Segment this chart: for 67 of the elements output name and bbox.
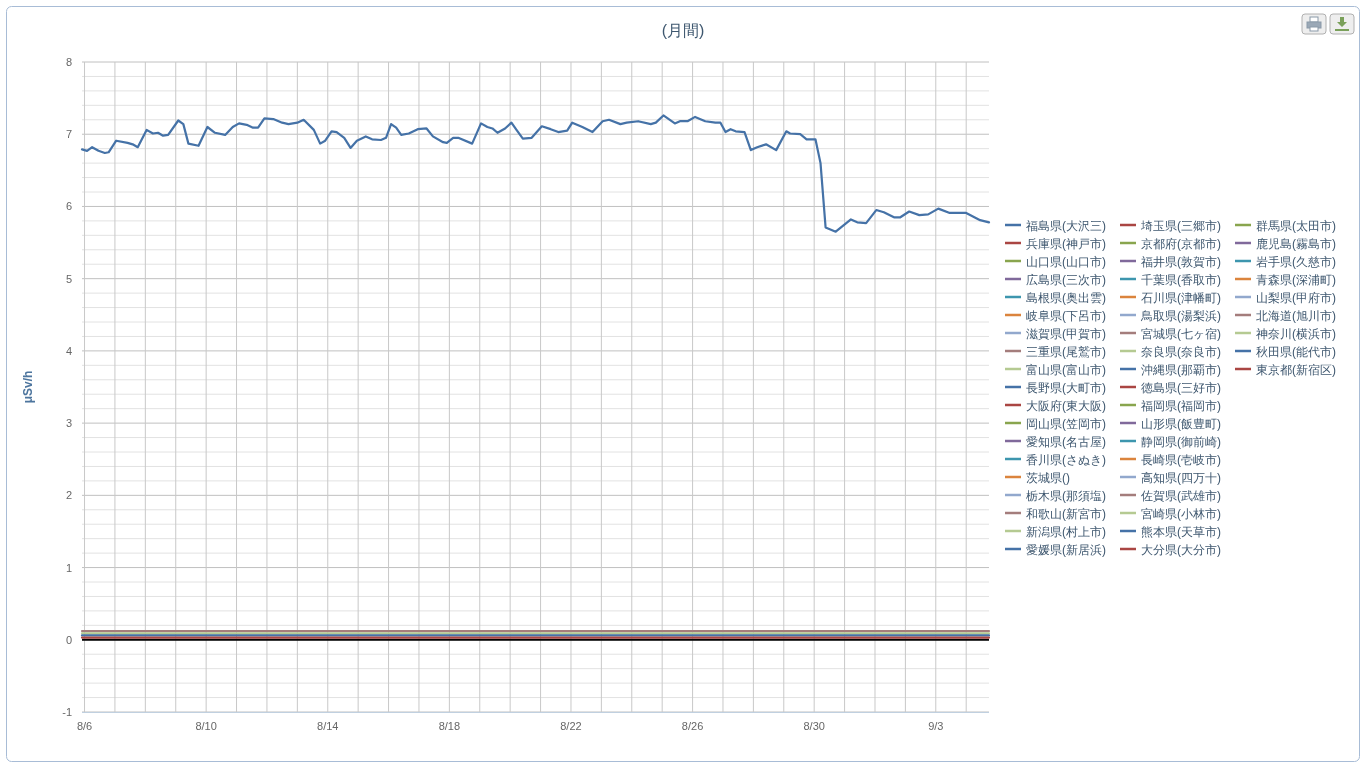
y-tick-label: 0	[65, 633, 72, 646]
x-tick-label: 8/18	[438, 720, 461, 732]
y-tick-label: 5	[65, 272, 72, 285]
legend-label: 徳島県(三好市)	[1141, 380, 1221, 395]
legend-label: 福島県(大沢三)	[1026, 218, 1106, 233]
legend-label: 岐阜県(下呂市)	[1026, 308, 1106, 323]
legend-label: 埼玉県(三郷市)	[1140, 218, 1221, 233]
legend-label: 熊本県(天草市)	[1141, 524, 1221, 539]
legend-label: 東京都(新宿区)	[1256, 362, 1336, 377]
legend-label: 北海道(旭川市)	[1256, 308, 1336, 323]
legend-label: 山梨県(甲府市)	[1256, 290, 1336, 305]
legend-label: 長崎県(壱岐市)	[1141, 452, 1221, 467]
legend-label: 福井県(敦賀市)	[1141, 254, 1221, 269]
x-tick-label: 8/22	[560, 720, 582, 732]
legend-label: 三重県(尾鷲市)	[1026, 344, 1106, 359]
legend-label: 福岡県(福岡市)	[1141, 398, 1221, 413]
legend-label: 滋賀県(甲賀市)	[1026, 326, 1106, 341]
legend-label: 栃木県(那須塩)	[1026, 488, 1106, 503]
legend-label: 佐賀県(武雄市)	[1141, 488, 1221, 503]
legend-label: 山形県(飯豊町)	[1141, 416, 1221, 431]
legend-label: 鳥取県(湯梨浜)	[1140, 308, 1221, 323]
y-tick-label: 6	[65, 200, 72, 213]
x-tick-label: 8/10	[195, 720, 217, 732]
legend-label: 兵庫県(神戸市)	[1026, 236, 1106, 251]
x-tick-label: 8/26	[681, 720, 704, 732]
y-tick-label: -1	[62, 706, 72, 718]
legend-label: 島根県(奥出雲)	[1026, 290, 1106, 305]
y-tick-label: 7	[65, 128, 72, 141]
legend-label: 宮城県(七ヶ宿)	[1141, 326, 1221, 341]
legend-label: 愛知県(名古屋)	[1026, 434, 1106, 449]
y-tick-label: 8	[65, 56, 72, 68]
y-tick-label: 3	[65, 417, 72, 430]
legend-label: 山口県(山口市)	[1026, 254, 1106, 269]
legend-label: 岡山県(笠岡市)	[1026, 416, 1106, 431]
x-tick-label: 8/30	[803, 720, 825, 732]
legend-label: 長野県(大町市)	[1026, 380, 1106, 395]
x-tick-label: 9/3	[928, 720, 944, 732]
y-tick-label: 4	[65, 344, 72, 357]
legend-label: 高知県(四万十)	[1141, 470, 1221, 485]
chart-title: (月間)	[661, 22, 705, 39]
legend-label: 群馬県(太田市)	[1256, 218, 1336, 233]
legend-label: 大阪府(東大阪)	[1026, 398, 1106, 413]
legend-label: 和歌山(新宮市)	[1026, 506, 1106, 521]
legend-label: 新潟県(村上市)	[1026, 524, 1106, 539]
legend-label: 香川県(さぬき)	[1026, 452, 1106, 467]
legend-label: 神奈川(横浜市)	[1256, 326, 1336, 341]
legend-label: 秋田県(能代市)	[1256, 344, 1336, 359]
legend-label: 大分県(大分市)	[1141, 542, 1221, 557]
x-tick-label: 8/6	[76, 720, 93, 732]
y-tick-label: 2	[65, 489, 72, 502]
legend-label: 石川県(津幡町)	[1141, 290, 1221, 305]
legend-label: 青森県(深浦町)	[1256, 272, 1336, 287]
legend-label: 奈良県(奈良市)	[1141, 344, 1221, 359]
legend-label: 宮崎県(小林市)	[1141, 506, 1221, 521]
legend-label: 千葉県(香取市)	[1141, 272, 1221, 287]
legend-label: 京都府(京都市)	[1141, 236, 1221, 251]
y-tick-label: 1	[65, 561, 72, 574]
legend-label: 広島県(三次市)	[1026, 272, 1106, 287]
legend-label: 沖縄県(那覇市)	[1141, 362, 1221, 377]
legend-label: 鹿児島(霧島市)	[1256, 236, 1336, 251]
legend-label: 静岡県(御前崎)	[1141, 434, 1221, 449]
legend-label: 茨城県()	[1026, 470, 1070, 485]
legend-label: 岩手県(久慈市)	[1256, 254, 1336, 269]
y-axis-title: μSv/h	[21, 370, 35, 404]
legend-label: 富山県(富山市)	[1026, 362, 1106, 377]
x-tick-label: 8/14	[317, 720, 339, 732]
legend-label: 愛媛県(新居浜)	[1026, 542, 1106, 557]
